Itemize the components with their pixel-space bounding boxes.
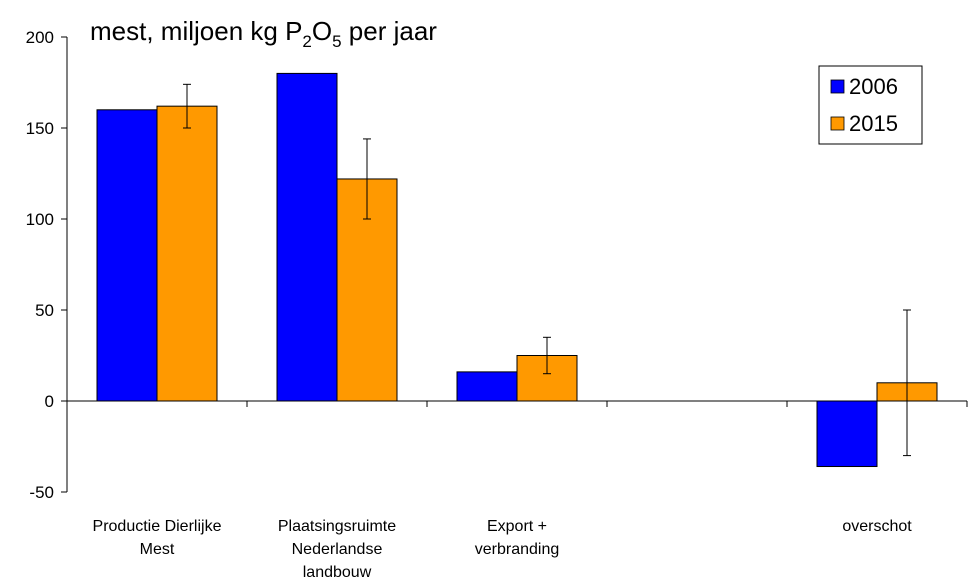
y-tick-label: -50 [29,483,54,502]
bar-2006-0 [96,109,158,402]
category-label: Plaatsingsruimte [278,518,396,535]
y-tick-label: 150 [26,119,54,138]
legend-label-2015: 2015 [849,111,898,136]
legend-swatch-2006 [830,79,845,94]
y-tick-label: 0 [45,392,54,411]
y-tick-label: 100 [26,210,54,229]
category-label: Mest [140,541,175,558]
bar-2006-2 [456,371,518,402]
category-label: Productie Dierlijke [93,518,222,535]
y-tick-label: 50 [35,301,54,320]
chart-title: mest, miljoen kg P2O5 per jaar [90,16,437,51]
category-label: verbranding [475,541,560,558]
error-bars [183,83,911,457]
bar-2015-0 [156,105,218,402]
category-label: Nederlandse [292,541,383,558]
category-label: Export + [487,518,547,535]
category-labels: Productie Dierlijke Mest Plaatsingsruimte N… [93,518,913,581]
category-label: overschot [842,518,912,535]
category-label: landbouw [303,564,372,581]
legend: 2006 2015 [818,65,923,145]
bar-2006-1 [276,72,338,402]
y-axis: 200 150 100 50 0 -50 [26,28,68,502]
legend-label-2006: 2006 [849,74,898,99]
bar-2006-4 [816,400,878,468]
legend-box [818,65,923,145]
bars [96,72,938,468]
legend-swatch-2015 [830,116,845,131]
y-tick-label: 200 [26,28,54,47]
